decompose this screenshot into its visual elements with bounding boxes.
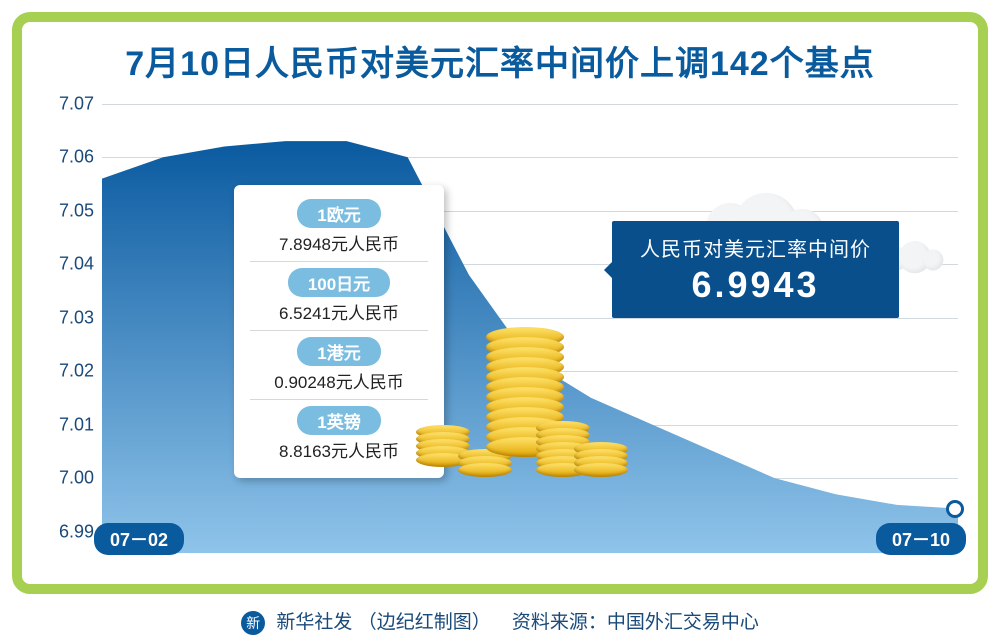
y-tick-label: 7.02 bbox=[46, 361, 94, 382]
x-start-label: 07－02 bbox=[94, 523, 184, 555]
footer-publisher: 新华社发 bbox=[276, 612, 352, 633]
rate-row: 1欧元7.8948元人民币 bbox=[248, 199, 430, 255]
chart-area: 7.07 7.06 7.05 7.04 7.03 7.02 7.01 7.00 6.99 07－… bbox=[46, 93, 958, 573]
x-end-label: 07－10 bbox=[876, 523, 966, 555]
footer-source: 中国外汇交易中心 bbox=[607, 612, 759, 633]
y-tick-label: 7.00 bbox=[46, 468, 94, 489]
callout-title: 人民币对美元汇率中间价 bbox=[640, 233, 871, 262]
end-marker-icon bbox=[946, 500, 964, 518]
y-tick-label: 7.01 bbox=[46, 414, 94, 435]
coin-stacks-icon bbox=[416, 327, 616, 507]
infographic-frame: 7月10日人民币对美元汇率中间价上调142个基点 7.077.067.057.0… bbox=[12, 12, 988, 594]
rate-label: 100日元 bbox=[288, 268, 390, 297]
rate-value: 8.8163元人民币 bbox=[248, 437, 430, 462]
footer-source-prefix: 资料来源： bbox=[512, 612, 607, 633]
rate-callout: 人民币对美元汇率中间价 6.9943 bbox=[612, 221, 899, 318]
y-tick-label: 7.06 bbox=[46, 147, 94, 168]
rate-row: 100日元6.5241元人民币 bbox=[248, 268, 430, 324]
y-tick-label: 7.03 bbox=[46, 307, 94, 328]
rate-row: 1英镑8.8163元人民币 bbox=[248, 406, 430, 462]
rate-value: 0.90248元人民币 bbox=[248, 368, 430, 393]
area-plot: 07－02 07－10 1欧元7.8948元人民币100日元6.5241元人民币… bbox=[102, 93, 958, 553]
rates-card: 1欧元7.8948元人民币 100日元6.5241元人民币 1港元0.90248元人… bbox=[234, 185, 444, 478]
rate-label: 1港元 bbox=[297, 337, 380, 366]
footer-author: （边纪红制图） bbox=[358, 612, 491, 633]
y-tick-label: 7.07 bbox=[46, 93, 94, 114]
rate-label: 1欧元 bbox=[297, 199, 380, 228]
callout-value: 6.9943 bbox=[640, 264, 871, 306]
y-tick-label: 6.99 bbox=[46, 521, 94, 542]
rate-label: 1英镑 bbox=[297, 406, 380, 435]
y-tick-label: 7.05 bbox=[46, 200, 94, 221]
xinhua-badge-icon: 新 bbox=[241, 611, 265, 635]
footer-credits: 新 新华社发 （边纪红制图） 资料来源：中国外汇交易中心 bbox=[0, 607, 1000, 635]
y-tick-label: 7.04 bbox=[46, 254, 94, 275]
rate-value: 7.8948元人民币 bbox=[248, 230, 430, 255]
rate-row: 1港元0.90248元人民币 bbox=[248, 337, 430, 393]
page-title: 7月10日人民币对美元汇率中间价上调142个基点 bbox=[22, 36, 978, 85]
rate-value: 6.5241元人民币 bbox=[248, 299, 430, 324]
